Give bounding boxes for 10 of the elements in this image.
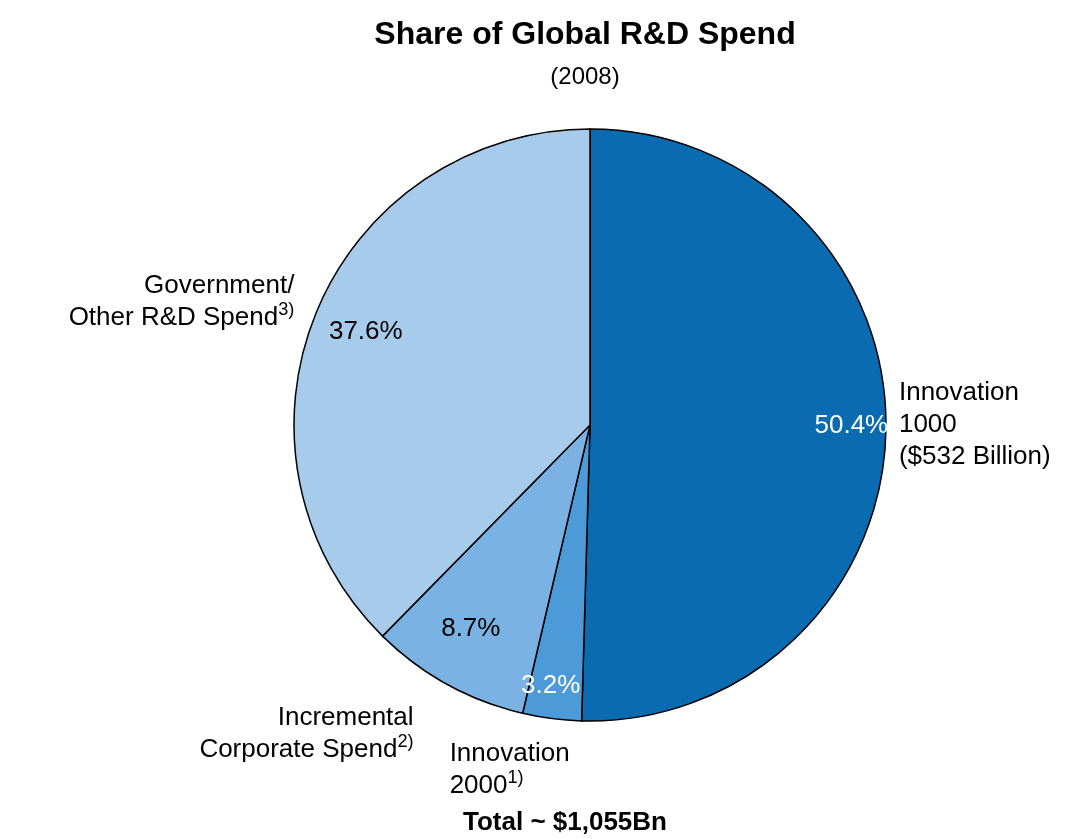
chart-subtitle: (2008) xyxy=(550,62,620,89)
slice-label: Innovation 2000$^{1)}$ xyxy=(449,737,570,800)
slice-label: Incremental Corporate Spend$^{2)}$ xyxy=(199,701,414,764)
text: Total ~ $1,055Bn xyxy=(463,806,667,836)
chart-title: Share of Global R&D Spend xyxy=(374,15,796,51)
data-label: 50.4% xyxy=(814,408,889,439)
slice-label: Government/ Other R&D Spend$^{3)}$ xyxy=(68,269,296,332)
data-label: 8.7% xyxy=(441,612,501,643)
slice-label: Innovation 1000 ($532 Billion) xyxy=(898,376,1051,471)
data-label: 37.6% xyxy=(328,315,403,346)
